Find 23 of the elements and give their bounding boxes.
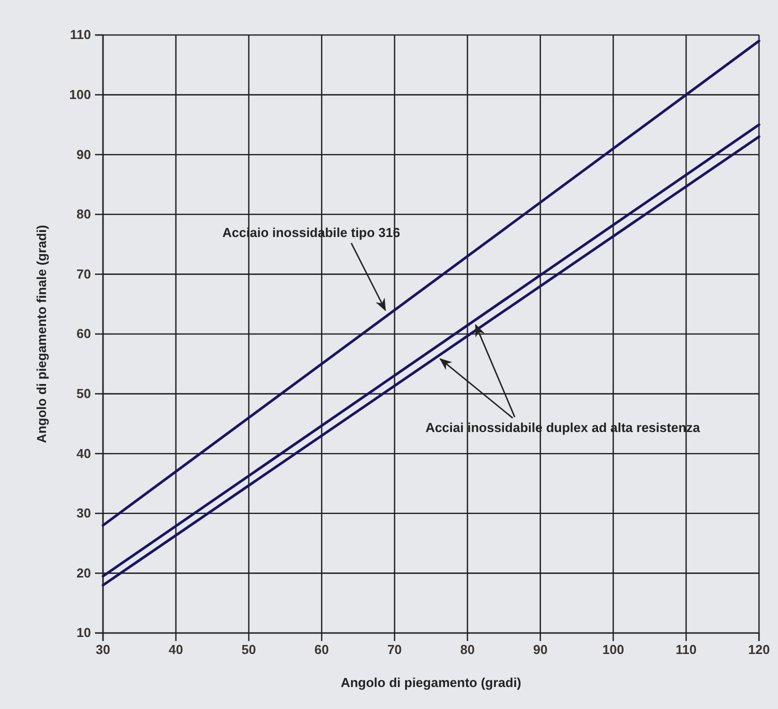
y-tick-label: 70	[76, 266, 91, 282]
x-tick-label: 120	[748, 642, 770, 658]
y-tick-label: 60	[76, 326, 91, 342]
y-tick-label: 110	[70, 27, 91, 42]
x-tick-label: 80	[460, 642, 475, 658]
x-tick-label: 90	[533, 642, 548, 658]
y-tick-label: 80	[76, 206, 91, 222]
y-tick-label: 100	[69, 86, 91, 102]
x-axis-title: Angolo di piegamento (gradi)	[340, 675, 522, 690]
x-tick-label: 70	[387, 642, 402, 658]
x-tick-label: 50	[242, 642, 256, 658]
y-tick-label: 10	[76, 625, 91, 640]
x-tick-label: 60	[314, 642, 329, 658]
x-tick-label: 40	[168, 642, 184, 658]
y-tick-label: 20	[76, 565, 91, 580]
y-tick-label: 50	[76, 386, 91, 401]
y-axis-title: Angolo di piegamento finale (gradi)	[34, 224, 49, 444]
y-tick-label: 40	[76, 446, 91, 461]
y-tick-label: 30	[76, 506, 91, 521]
x-tick-label: 100	[602, 642, 624, 658]
x-tick-label: 110	[676, 642, 697, 658]
x-tick-label: 30	[96, 642, 110, 658]
y-tick-label: 90	[76, 146, 91, 162]
